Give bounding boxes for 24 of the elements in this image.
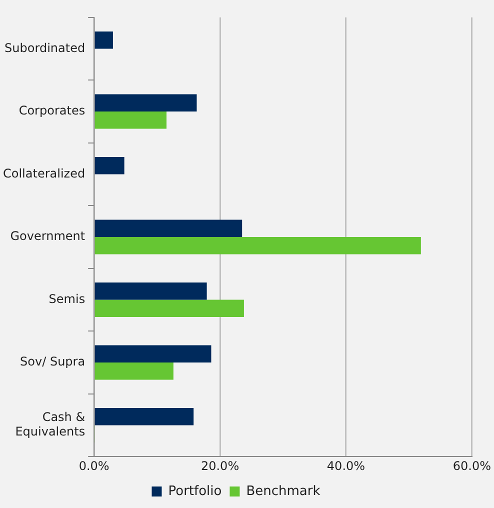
y-tick-label: Semis <box>48 292 86 306</box>
bar <box>94 300 244 317</box>
legend-label: Portfolio <box>168 484 222 499</box>
x-tick-label: 60.0% <box>452 458 491 473</box>
x-tick-label: 0.0% <box>78 458 110 473</box>
bar <box>94 94 197 112</box>
y-tick-label: Corporates <box>18 104 86 118</box>
bar <box>94 157 124 174</box>
x-tick-label: 40.0% <box>326 458 366 473</box>
bar <box>94 362 174 380</box>
y-tick-label: Sov/ Supra <box>20 354 86 369</box>
bar <box>94 282 207 300</box>
y-tick-label: Collateralized <box>2 166 86 180</box>
legend-label: Benchmark <box>246 484 321 499</box>
y-tick-label: Subordinated <box>4 40 86 55</box>
bar <box>94 220 242 237</box>
bar <box>94 345 212 362</box>
bar <box>94 408 194 426</box>
y-tick-label: Cash & Equivalents <box>15 410 86 439</box>
bar <box>94 112 167 129</box>
bar <box>94 32 113 49</box>
bar <box>94 237 421 254</box>
x-tick-label: 20.0% <box>200 458 240 473</box>
y-tick-label: Government <box>10 229 86 244</box>
